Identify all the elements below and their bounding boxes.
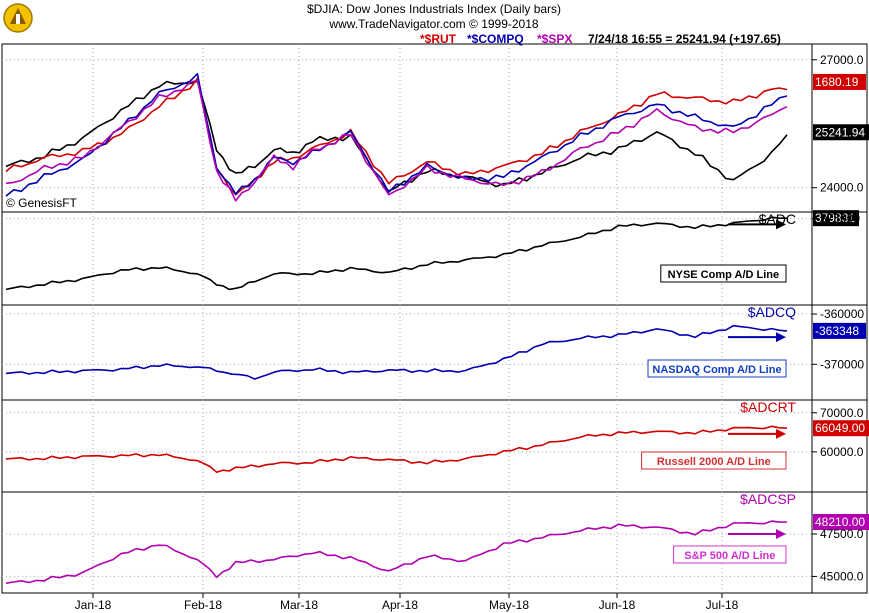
x-tick-label: Jul-18 bbox=[706, 598, 739, 612]
panel-title: $ADCRT bbox=[740, 399, 796, 415]
last-bar-readout: 7/24/18 16:55 = 25241.94 (+197.65) bbox=[588, 32, 781, 46]
panel-label-box bbox=[660, 264, 787, 283]
legend-rut: *$RUT bbox=[420, 32, 457, 46]
panel-title: $ADCSP bbox=[740, 491, 796, 507]
series-line-spx bbox=[5, 79, 788, 202]
trend-arrow-head bbox=[776, 529, 786, 540]
series-line-adcrt bbox=[5, 425, 788, 473]
panel-label: Russell 2000 A/D Line bbox=[657, 456, 771, 468]
panel-marks: 1680.19 25241.94 379831 $ADC NYSE Comp A/D L… bbox=[641, 73, 869, 564]
legend-compq: *$COMPQ bbox=[467, 32, 524, 46]
legend-spx: *$SPX bbox=[537, 32, 572, 46]
trend-arrow-head bbox=[776, 219, 786, 230]
series-line-adc bbox=[5, 216, 787, 291]
y-tick-label: 27000.0 bbox=[820, 53, 864, 67]
y-tick-label: 70000.0 bbox=[820, 406, 864, 420]
panel-label-box bbox=[647, 359, 787, 378]
last-value-badge bbox=[813, 420, 869, 437]
trend-arrow-head bbox=[776, 428, 786, 439]
series-line-rut bbox=[5, 77, 788, 196]
last-value-text: 48210.00 bbox=[815, 515, 865, 529]
panel-label: NYSE Comp A/D Line bbox=[668, 269, 779, 281]
y-tick-label: -370000 bbox=[820, 357, 864, 371]
panel-label-box bbox=[673, 545, 787, 564]
last-value-text: 379831 bbox=[815, 211, 855, 225]
y-tick-label: -360000 bbox=[820, 307, 864, 321]
last-value-badge bbox=[813, 73, 866, 90]
series-line-compq bbox=[5, 72, 788, 197]
series-line-adcsp bbox=[5, 520, 788, 584]
x-tick-label: Jan-18 bbox=[75, 598, 112, 612]
x-tick-label: Feb-18 bbox=[184, 598, 222, 612]
y-tick-label: 60000.0 bbox=[820, 445, 864, 459]
x-tick-label: Mar-18 bbox=[280, 598, 318, 612]
trend-arrow-head bbox=[776, 332, 786, 343]
y-tick-label: 375000 bbox=[820, 212, 860, 226]
last-value-badge bbox=[813, 322, 866, 339]
series-line-djia bbox=[5, 80, 788, 192]
panel-label-box bbox=[641, 451, 787, 470]
trade-navigator-logo bbox=[3, 3, 33, 33]
website-credit: www.TradeNavigator.com © 1999-2018 bbox=[328, 17, 538, 31]
chart-frame bbox=[1, 43, 868, 594]
x-tick-label: Apr-18 bbox=[382, 598, 418, 612]
x-axis: Jan-18 Feb-18 Mar-18 Apr-18 May-18 Jun-18 Jul-… bbox=[75, 593, 739, 612]
last-value-text: 66049.00 bbox=[815, 421, 865, 435]
genesis-credit: © GenesisFT bbox=[6, 196, 78, 210]
panel-label: NASDAQ Comp A/D Line bbox=[652, 364, 781, 376]
x-tick-label: May-18 bbox=[489, 598, 529, 612]
last-value-text: -363348 bbox=[815, 324, 859, 338]
outer-frame bbox=[1, 43, 868, 594]
x-tick-label: Jun-18 bbox=[599, 598, 636, 612]
panel-label: S&P 500 A/D Line bbox=[684, 550, 775, 562]
y-tick-label: 47500.0 bbox=[820, 527, 864, 541]
last-value-text: 25241.94 bbox=[815, 125, 865, 139]
series-lines bbox=[5, 72, 788, 584]
y-tick-label: 24000.0 bbox=[820, 181, 864, 195]
last-value-badge bbox=[813, 513, 869, 530]
last-value-badge bbox=[813, 124, 869, 141]
last-value-text: 1680.19 bbox=[815, 75, 859, 89]
panel-title: $ADC bbox=[759, 211, 796, 227]
y-axis-labels: 27000.0 24000.0 375000 -360000 -370000 70000.… bbox=[812, 53, 864, 583]
last-value-badge bbox=[813, 210, 859, 227]
chart-title: $DJIA: Dow Jones Industrials Index (Dail… bbox=[307, 2, 561, 16]
series-line-adcq bbox=[5, 324, 788, 380]
y-tick-label: 45000.0 bbox=[820, 569, 864, 583]
grid-lines bbox=[2, 44, 812, 593]
panel-title: $ADCQ bbox=[748, 304, 796, 320]
